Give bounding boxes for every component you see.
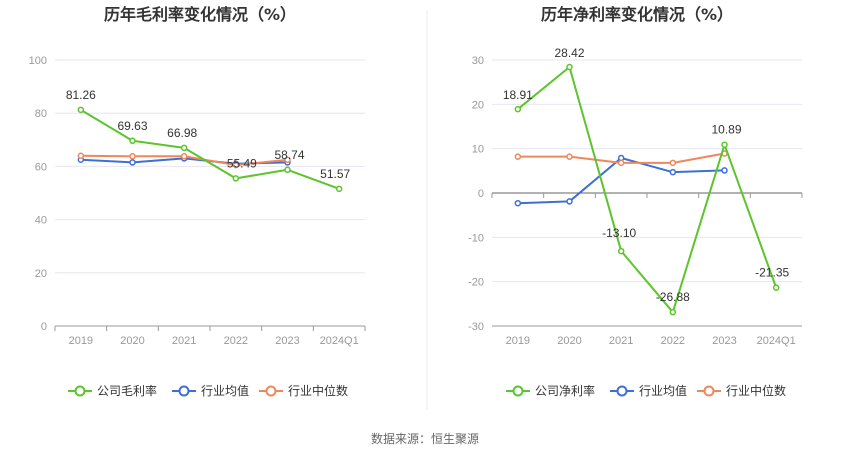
data-point	[284, 166, 291, 174]
legend-label: 行业中位数	[288, 383, 348, 398]
x-tick-label: 2022	[661, 335, 685, 347]
data-point	[566, 198, 573, 205]
data-point	[721, 167, 728, 174]
data-label: 66.98	[167, 126, 197, 140]
y-tick-label: -10	[468, 232, 484, 244]
series-line-1	[517, 66, 778, 314]
legend-label: 行业均值	[639, 383, 687, 398]
legend-item: 行业均值	[172, 383, 249, 398]
data-point	[617, 247, 625, 255]
data-point	[566, 153, 573, 160]
data-point	[180, 153, 188, 160]
data-label: 10.89	[711, 123, 741, 137]
data-label: 28.42	[554, 46, 584, 60]
y-tick-label: 60	[35, 161, 47, 173]
data-label: 55.49	[227, 156, 257, 170]
data-point	[772, 284, 780, 291]
legend-marker	[74, 385, 86, 397]
chart-title: 历年毛利率变化情况（%）	[104, 5, 296, 24]
data-label: 58.74	[274, 148, 304, 162]
x-tick-label: 2021	[609, 335, 633, 347]
data-label: 18.91	[503, 88, 533, 102]
legend-item: 公司毛利率	[68, 383, 157, 398]
x-tick-label: 2023	[275, 335, 299, 347]
data-label: 51.57	[320, 167, 350, 181]
x-tick-label: 2023	[712, 335, 736, 347]
data-point	[669, 168, 677, 176]
legend-label: 公司毛利率	[97, 383, 157, 398]
data-point	[77, 152, 85, 160]
x-tick-label: 2020	[557, 335, 581, 347]
x-tick-label: 2019	[69, 335, 93, 347]
y-tick-label: -20	[468, 277, 484, 289]
y-tick-label: 20	[35, 268, 47, 280]
data-point	[77, 106, 85, 114]
x-tick-label: 2024Q1	[320, 335, 359, 347]
chart-title: 历年净利率变化情况（%）	[541, 5, 733, 24]
data-label: -21.35	[755, 266, 789, 280]
legend-marker	[265, 385, 277, 397]
data-point	[617, 159, 625, 167]
legend-label: 行业均值	[201, 383, 249, 398]
y-tick-label: 80	[35, 108, 47, 120]
y-tick-label: 20	[472, 99, 484, 111]
legend-marker	[512, 385, 524, 397]
data-label: -26.88	[656, 290, 690, 304]
x-tick-label: 2020	[120, 335, 144, 347]
data-point	[284, 156, 291, 163]
data-point	[514, 199, 522, 207]
data-point	[129, 153, 136, 160]
legend-item: 行业均值	[610, 383, 687, 398]
x-tick-label: 2024Q1	[757, 335, 796, 347]
series-line-1	[80, 108, 340, 190]
chart-2: 历年净利率变化情况（%） -30 -20 -10 0 10 20 30 2019 2020 2021…	[468, 5, 803, 398]
legend-item: 行业中位数	[697, 383, 786, 398]
data-point	[129, 137, 136, 145]
legend-label: 公司净利率	[535, 383, 595, 398]
data-label: 81.26	[66, 88, 96, 102]
y-tick-label: 100	[29, 55, 47, 67]
legend-marker	[616, 385, 628, 397]
data-point	[180, 144, 188, 152]
x-tick-label: 2021	[172, 335, 196, 347]
y-tick-label: 0	[41, 321, 47, 333]
data-point	[514, 105, 522, 113]
y-tick-label: 40	[35, 215, 47, 227]
data-point	[669, 308, 677, 316]
data-label: 69.63	[117, 119, 147, 133]
x-tick-label: 2019	[506, 335, 530, 347]
data-point	[566, 63, 573, 71]
legend-item: 公司净利率	[506, 383, 595, 398]
data-point	[514, 153, 522, 160]
x-tick-label: 2022	[224, 335, 248, 347]
y-tick-label: -30	[468, 321, 484, 333]
y-tick-label: 0	[478, 188, 484, 200]
data-point	[721, 141, 728, 148]
data-point	[335, 185, 343, 193]
legend-item: 行业中位数	[259, 383, 348, 398]
legend-label: 行业中位数	[726, 383, 786, 398]
data-label: -13.10	[602, 226, 636, 240]
data-point	[129, 159, 136, 166]
y-tick-label: 30	[472, 55, 484, 67]
data-point	[232, 161, 240, 169]
chart-1: 历年毛利率变化情况（%） 0 20 40 60 80 100 2019 2020 2021 2022…	[29, 5, 366, 398]
legend-marker	[178, 385, 190, 397]
y-tick-label: 10	[472, 144, 484, 156]
data-point	[232, 175, 240, 182]
data-point	[669, 159, 677, 167]
legend-marker	[703, 385, 715, 397]
data-source-note: 数据来源：恒生聚源	[371, 431, 479, 446]
